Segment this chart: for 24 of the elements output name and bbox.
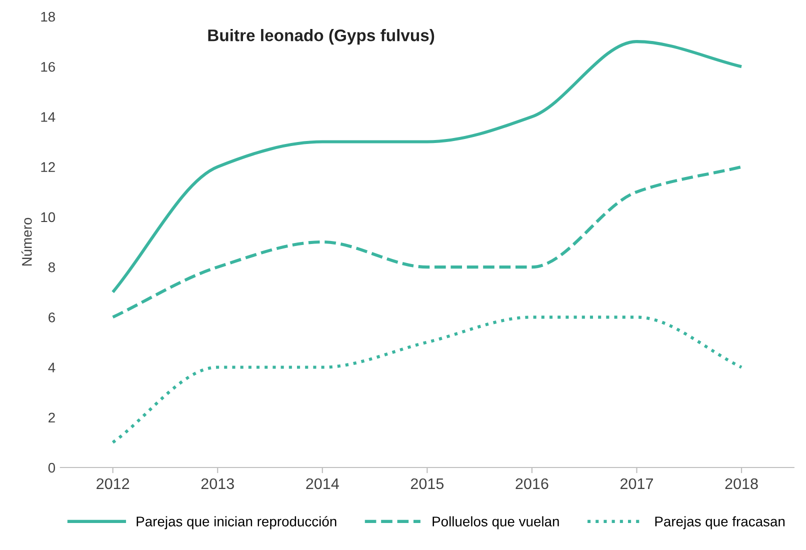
text: Buitre leonado (Gyps fulvus) xyxy=(208,29,434,45)
line-series xyxy=(111,165,744,319)
y-tick-label: 18 xyxy=(41,12,55,22)
x-tick-label: 2013 xyxy=(201,478,234,490)
legend-label: Parejas que fracasan xyxy=(655,516,785,530)
y-tick-label: 10 xyxy=(41,212,56,222)
x-tick-label: 2018 xyxy=(725,478,758,490)
y-tick-label: 14 xyxy=(41,112,56,122)
y-tick-label: 0 xyxy=(48,462,56,473)
legend-label: Polluelos que vuelan xyxy=(432,516,559,530)
y-axis-title: Número xyxy=(21,218,32,266)
y-tick-label: 16 xyxy=(41,62,55,72)
y-tick-label: 4 xyxy=(48,362,56,372)
y-tick-label: 6 xyxy=(48,312,55,322)
y-tick-label: 2 xyxy=(48,412,55,422)
x-tick-label: 2017 xyxy=(620,478,653,490)
x-tick-label: 2015 xyxy=(410,478,444,490)
x-tick-label: 2014 xyxy=(306,478,339,490)
y-tick-label: 8 xyxy=(48,262,55,272)
x-tick-label: 2016 xyxy=(516,478,548,490)
legend-label: Parejas que inician reproducción xyxy=(136,516,336,530)
line-series xyxy=(111,316,744,444)
x-tick-label: 2012 xyxy=(96,478,130,490)
y-tick-label: 12 xyxy=(41,162,55,172)
